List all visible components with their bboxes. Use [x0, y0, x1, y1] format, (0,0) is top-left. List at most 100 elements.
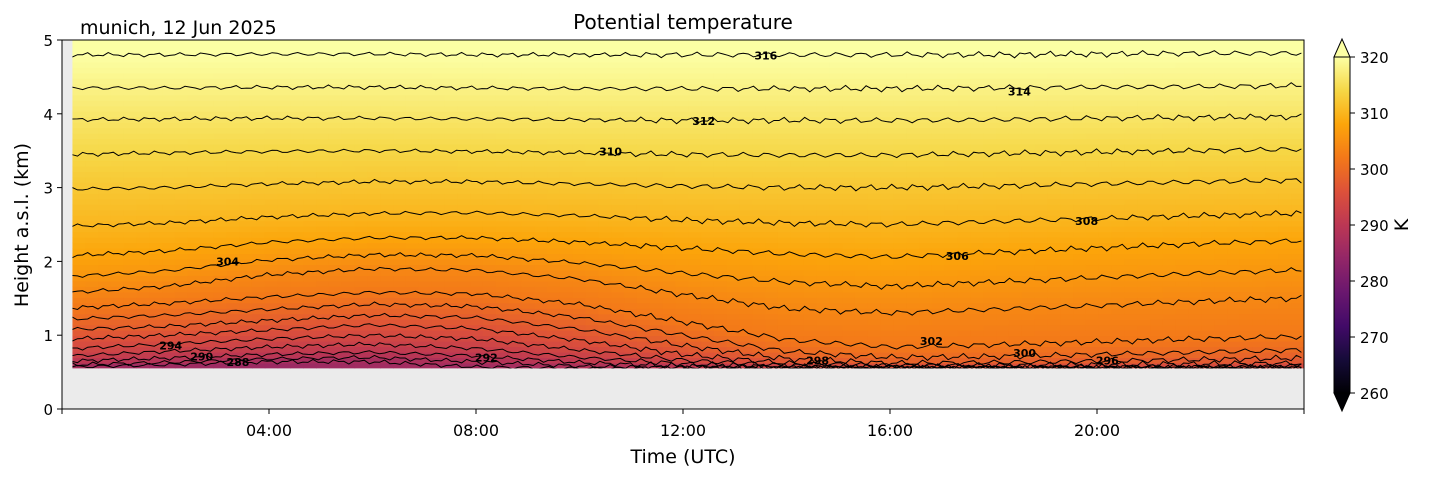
field-cell [1098, 286, 1113, 293]
field-cell [842, 72, 856, 79]
field-cell [559, 133, 574, 140]
field-cell [277, 56, 292, 63]
field-cell [752, 291, 766, 298]
field-cell [1060, 209, 1074, 216]
field-cell [649, 133, 664, 140]
field-cell [264, 116, 279, 123]
field-cell [123, 351, 138, 359]
field-cell [534, 237, 548, 244]
field-cell [726, 198, 741, 205]
field-cell [1060, 275, 1074, 282]
field-cell [893, 280, 907, 287]
field-cell [1137, 330, 1151, 337]
field-cell [688, 253, 702, 260]
field-cell [226, 215, 240, 222]
field-cell [1085, 319, 1100, 326]
field-cell [149, 231, 163, 238]
field-cell [636, 209, 651, 216]
field-cell [1021, 94, 1036, 101]
field-cell [893, 149, 907, 156]
field-cell [1085, 45, 1100, 52]
field-cell [470, 78, 484, 85]
field-cell [277, 362, 292, 369]
field-cell [662, 133, 676, 140]
field-cell [611, 187, 625, 194]
field-cell [867, 280, 882, 287]
field-cell [393, 362, 407, 369]
field-cell [187, 182, 202, 189]
field-cell [200, 67, 215, 74]
field-cell [162, 351, 176, 359]
field-cell [495, 127, 510, 134]
field-cell [495, 122, 510, 129]
field-cell [367, 78, 381, 85]
field-cell [816, 324, 830, 331]
field-cell [380, 45, 394, 52]
field-cell [328, 138, 343, 145]
field-cell [829, 133, 843, 140]
field-cell [701, 319, 715, 326]
field-cell [649, 341, 664, 348]
field-cell [380, 149, 394, 156]
field-cell [495, 160, 510, 167]
field-cell [1098, 105, 1113, 112]
field-cell [572, 264, 587, 271]
field-cell [983, 226, 997, 233]
field-cell [1034, 204, 1049, 211]
field-cell [393, 100, 407, 107]
field-cell [200, 346, 215, 353]
field-cell [547, 45, 561, 52]
field-cell [72, 351, 86, 359]
field-cell [290, 78, 304, 85]
field-cell [123, 67, 138, 74]
field-cell [239, 247, 253, 255]
field-cell [893, 357, 907, 364]
field-cell [1073, 143, 1087, 151]
field-cell [957, 67, 972, 74]
field-cell [354, 319, 369, 326]
field-cell [482, 351, 497, 359]
field-cell [983, 330, 997, 337]
field-cell [470, 330, 484, 337]
field-cell [226, 45, 240, 52]
field-cell [752, 40, 766, 47]
field-cell [405, 165, 420, 172]
field-cell [765, 111, 779, 118]
field-cell [790, 231, 805, 238]
field-cell [1060, 127, 1074, 134]
field-cell [187, 187, 202, 194]
field-cell [534, 264, 548, 271]
field-cell [136, 143, 150, 151]
field-cell [777, 165, 792, 172]
field-cell [393, 275, 407, 282]
field-cell [893, 83, 907, 90]
field-cell [123, 209, 138, 216]
field-cell [636, 40, 651, 47]
field-cell [803, 100, 818, 107]
field-cell [572, 269, 587, 276]
field-cell [572, 138, 587, 145]
field-cell [110, 165, 125, 172]
field-cell [1085, 111, 1100, 118]
field-cell [110, 149, 125, 156]
field-cell [213, 78, 227, 85]
field-cell [906, 335, 920, 342]
field-cell [393, 341, 407, 348]
field-cell [624, 346, 638, 353]
field-cell [559, 215, 574, 222]
field-cell [842, 187, 856, 194]
field-cell [72, 297, 86, 304]
field-cell [444, 182, 458, 189]
field-cell [649, 253, 664, 260]
field-cell [393, 138, 407, 145]
field-cell [534, 187, 548, 194]
field-cell [611, 133, 625, 140]
field-cell [1034, 83, 1049, 90]
field-cell [444, 302, 458, 309]
field-cell [559, 122, 574, 129]
field-cell [572, 100, 587, 107]
field-cell [457, 264, 471, 271]
field-cell [983, 67, 997, 74]
field-cell [393, 89, 407, 96]
field-cell [264, 193, 279, 200]
